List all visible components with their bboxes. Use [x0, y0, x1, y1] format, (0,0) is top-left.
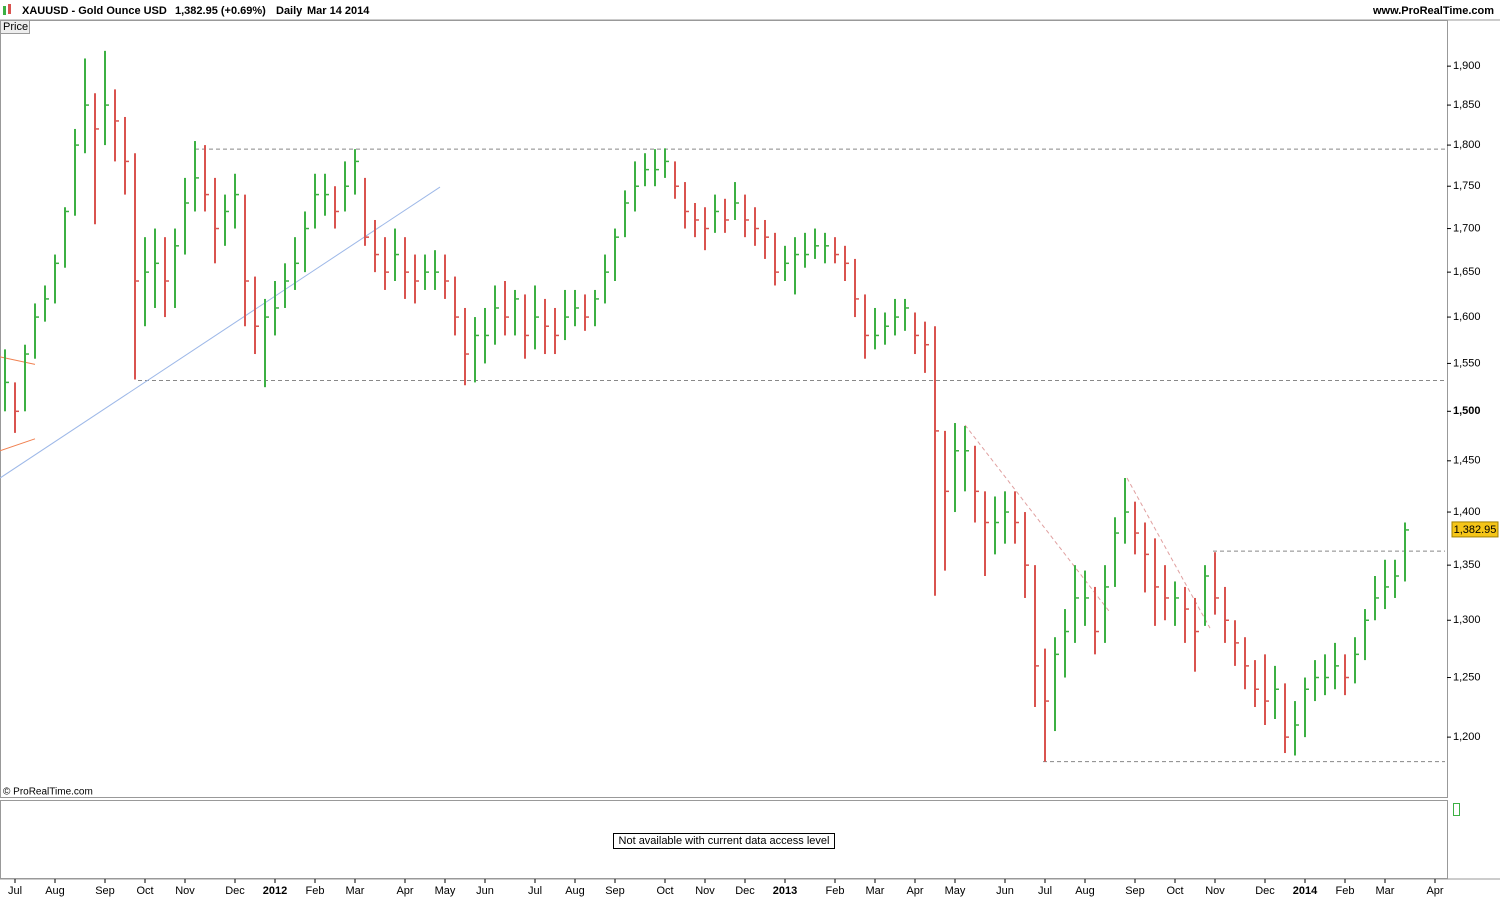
y-tick-label: 1,450 [1453, 455, 1481, 467]
panel-marker [1453, 803, 1460, 816]
x-tick-label: Feb [826, 885, 845, 897]
x-tick-label: Nov [1205, 885, 1225, 897]
x-tick-label: Sep [605, 885, 625, 897]
x-tick-label: Feb [1336, 885, 1355, 897]
x-tick-label: Jul [1038, 885, 1052, 897]
last-price-box [1451, 521, 1499, 538]
x-tick-label: Sep [1125, 885, 1145, 897]
y-tick-label: 1,650 [1453, 266, 1481, 278]
message-box [613, 833, 835, 849]
x-tick-label: 2012 [263, 885, 287, 897]
x-tick-label: Jun [476, 885, 494, 897]
y-tick-label: 1,550 [1453, 357, 1481, 369]
x-tick-label: Apr [396, 885, 413, 897]
x-tick-label: Dec [1255, 885, 1275, 897]
x-tick-label: Oct [656, 885, 673, 897]
drawing-line [0, 438, 36, 452]
y-tick-label: 1,900 [1453, 60, 1481, 72]
lower-panel-message: Not available with current data access l… [619, 835, 830, 847]
panel-label: Price [3, 21, 28, 33]
x-tick-label: Aug [45, 885, 65, 897]
x-tick-label: Mar [866, 885, 885, 897]
y-tick-label: 1,300 [1453, 614, 1481, 626]
y-tick-label: 1,600 [1453, 311, 1481, 323]
period: Daily [276, 5, 303, 17]
x-tick-label: Mar [346, 885, 365, 897]
x-tick-label: Oct [1166, 885, 1183, 897]
x-tick-label: Apr [906, 885, 923, 897]
y-tick-label: 1,250 [1453, 671, 1481, 683]
y-tick-label: 1,750 [1453, 180, 1481, 192]
x-tick-label: Nov [175, 885, 195, 897]
x-tick-label: Dec [735, 885, 755, 897]
y-tick-label: 1,400 [1453, 506, 1481, 518]
quote: 1,382.95 (+0.69%) [175, 5, 266, 17]
y-tick-label: 1,850 [1453, 99, 1481, 111]
y-tick-label: 1,800 [1453, 139, 1481, 151]
x-tick-label: Aug [1075, 885, 1095, 897]
symbol-icon [3, 4, 11, 15]
x-tick-label: Apr [1426, 885, 1443, 897]
site: www.ProRealTime.com [1372, 5, 1494, 17]
x-tick-label: Jul [8, 885, 22, 897]
x-tick-label: May [435, 885, 456, 897]
x-tick-label: Mar [1376, 885, 1395, 897]
x-tick-label: Sep [95, 885, 115, 897]
symbol: XAUUSD - Gold Ounce USD [22, 5, 167, 17]
x-tick-label: Feb [306, 885, 325, 897]
x-tick-label: Dec [225, 885, 245, 897]
drawing-line [1126, 477, 1211, 629]
y-tick-label: 1,700 [1453, 222, 1481, 234]
date: Mar 14 2014 [307, 5, 370, 17]
x-tick-label: Jun [996, 885, 1014, 897]
x-tick-label: 2014 [1293, 885, 1318, 897]
x-tick-label: 2013 [773, 885, 797, 897]
y-tick-label: 1,200 [1453, 731, 1481, 743]
x-tick-label: Nov [695, 885, 715, 897]
y-tick-label: 1,350 [1453, 559, 1481, 571]
y-tick-label: 1,500 [1453, 405, 1481, 417]
x-tick-label: Oct [136, 885, 153, 897]
panel-tab [0, 20, 30, 34]
copyright: © ProRealTime.com [3, 787, 93, 798]
last-price-label: 1,382.95 [1454, 524, 1497, 536]
x-tick-label: Aug [565, 885, 585, 897]
drawing-line [0, 186, 441, 479]
x-tick-label: May [945, 885, 966, 897]
x-tick-label: Jul [528, 885, 542, 897]
